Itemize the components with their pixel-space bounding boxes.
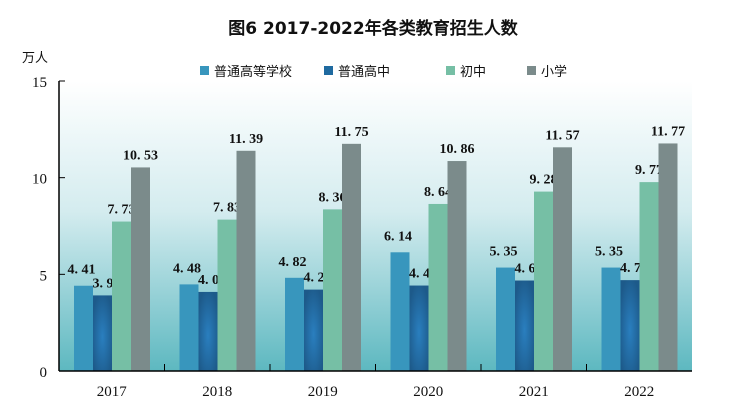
bar [217, 219, 237, 371]
data-label: 5. 35 [490, 245, 518, 260]
bar [553, 147, 572, 371]
data-label: 9. 77 [635, 163, 663, 178]
bar [93, 295, 112, 371]
data-label: 10. 86 [440, 142, 475, 157]
data-label: 4. 48 [173, 261, 201, 276]
legend-label: 普通高等学校 [214, 64, 292, 80]
plot-background [59, 81, 692, 371]
bar [74, 285, 93, 371]
y-axis-unit: 万人 [22, 51, 48, 66]
data-label: 5. 35 [595, 245, 623, 260]
legend-label: 小学 [541, 64, 567, 80]
bar [390, 252, 410, 371]
x-tick-label: 2019 [308, 384, 338, 400]
bar [447, 161, 467, 371]
legend-label: 初中 [460, 65, 486, 80]
bar [515, 280, 534, 371]
data-label: 11. 77 [651, 124, 685, 139]
bar [496, 267, 515, 371]
y-tick-label: 0 [40, 365, 48, 381]
data-label: 4. 41 [68, 263, 96, 278]
data-label: 4. 82 [279, 255, 307, 270]
data-label: 10. 53 [123, 148, 158, 163]
bar [620, 280, 640, 371]
legend-swatch [527, 66, 536, 75]
data-label: 11. 57 [545, 128, 579, 143]
bar [534, 191, 553, 371]
data-label: 6. 14 [384, 229, 412, 244]
bar [112, 221, 131, 371]
y-tick-label: 15 [32, 75, 47, 91]
data-label: 7. 83 [213, 201, 241, 216]
bar [285, 277, 304, 371]
data-label: 8. 36 [319, 190, 347, 205]
x-tick-label: 2017 [97, 384, 128, 400]
legend-swatch [200, 66, 209, 75]
data-label: 8. 64 [424, 185, 452, 200]
x-tick-label: 2022 [624, 384, 654, 400]
bar [323, 209, 342, 371]
y-tick-label: 5 [40, 268, 48, 284]
x-tick-label: 2018 [202, 384, 232, 400]
data-label: 11. 39 [229, 132, 263, 147]
bar [601, 267, 621, 371]
y-tick-label: 10 [32, 172, 47, 188]
bar [198, 291, 218, 371]
data-label: 9. 28 [530, 173, 558, 188]
bar [236, 150, 256, 371]
data-label: 7. 73 [108, 203, 136, 218]
legend-swatch [446, 66, 455, 75]
bar [409, 285, 429, 371]
bar [342, 143, 361, 371]
legend: 普通高等学校 普通高中 初中 小学 [200, 64, 567, 80]
x-tick-label: 2021 [519, 384, 549, 400]
data-label: 11. 75 [334, 125, 368, 140]
bar [639, 182, 659, 371]
legend-label: 普通高中 [338, 64, 390, 80]
legend-swatch [324, 66, 333, 75]
bar [658, 143, 678, 371]
chart-title: 图6 2017-2022年各类教育招生人数 [228, 18, 518, 39]
bar [179, 284, 199, 371]
x-tick-label: 2020 [413, 384, 443, 400]
bar [428, 203, 448, 371]
bar [131, 167, 150, 371]
bar [304, 289, 323, 371]
